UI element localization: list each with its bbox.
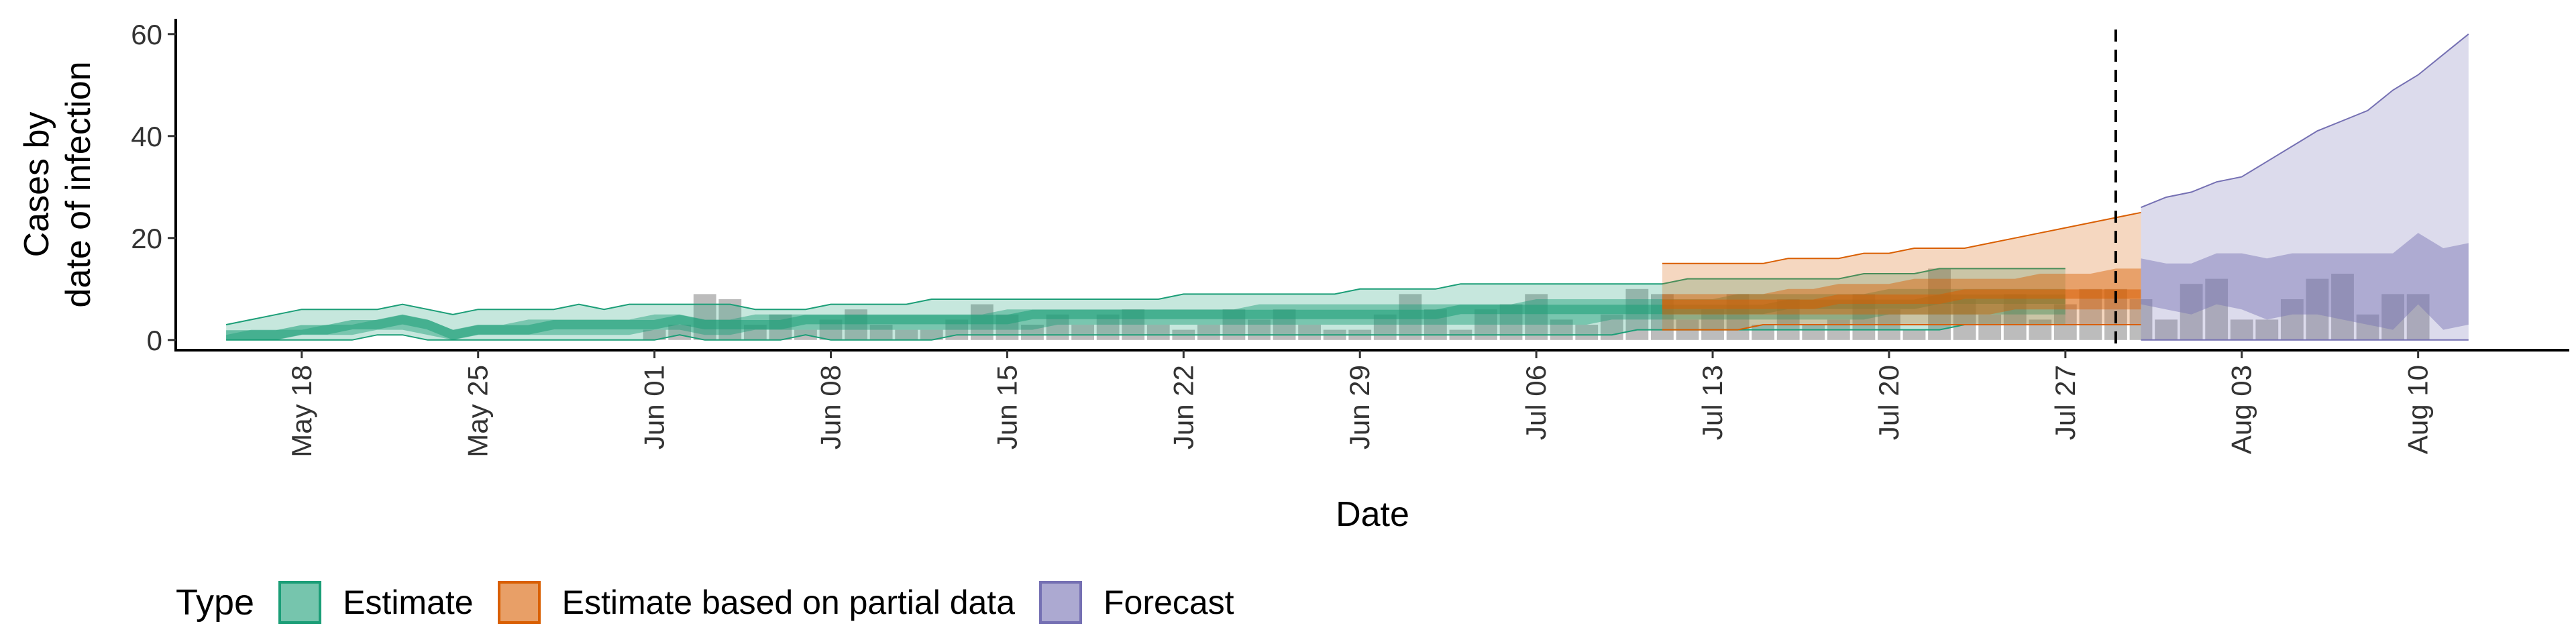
observed-case-bar: [1701, 309, 1724, 340]
observed-case-bar: [1071, 325, 1094, 340]
estimate-median-line: [226, 294, 2065, 340]
x-tick-label: Jun 01: [639, 365, 670, 449]
observed-case-bar: [1575, 325, 1599, 340]
x-tick-label: Jul 27: [2049, 365, 2081, 440]
x-tick-label: Aug 03: [2226, 365, 2257, 454]
legend: Type Estimate Estimate based on partial …: [176, 574, 1258, 631]
y-tick-label: 20: [131, 223, 162, 254]
partial-estimate-upper-line: [1662, 211, 2141, 264]
observed-case-bar: [2280, 299, 2304, 340]
observed-case-bar: [895, 329, 918, 340]
observed-case-bar: [2129, 299, 2153, 340]
observed-case-bar: [1021, 325, 1044, 340]
observed-case-bar: [920, 329, 943, 340]
observed-case-bar: [1525, 294, 1548, 340]
x-axis-title: Date: [1336, 495, 1409, 534]
forecast-band-50: [2141, 233, 2469, 330]
x-tick-label: Jun 08: [815, 365, 847, 449]
observed-case-bar: [2155, 319, 2178, 340]
estimate-lower-line: [226, 324, 2065, 341]
legend-label-forecast: Forecast: [1104, 584, 1234, 621]
x-tick-label: Aug 10: [2402, 365, 2434, 454]
legend-label-partial: Estimate based on partial data: [561, 584, 1016, 621]
observed-case-bar: [1802, 325, 1825, 340]
estimate-upper-line: [225, 268, 2065, 325]
observed-case-bar: [1752, 325, 1775, 340]
observed-case-bar: [2180, 284, 2203, 340]
legend-key-partial: [497, 581, 541, 624]
observed-case-bar: [1248, 319, 1271, 340]
observed-case-bar: [2331, 274, 2354, 340]
legend-key-forecast: [1039, 581, 1083, 624]
observed-case-bar: [2406, 294, 2430, 340]
observed-case-bar: [2053, 304, 2077, 340]
legend-title: Type: [176, 582, 255, 623]
x-tick-label: Jul 06: [1520, 365, 1552, 440]
legend-label-estimate: Estimate: [343, 584, 474, 621]
x-tick-label: Jul 20: [1873, 365, 1904, 440]
y-axis-title-line-1: Cases by: [17, 112, 56, 258]
observed-case-bar: [1298, 325, 1322, 340]
x-tick-label: Jun 29: [1344, 365, 1375, 449]
observed-case-bar: [1550, 319, 1573, 340]
legend-item-estimate: Estimate: [278, 581, 474, 624]
legend-key-estimate: [278, 581, 322, 624]
observed-case-bar: [2029, 319, 2052, 340]
y-axis-title-line-2: date of infection: [59, 61, 98, 307]
observed-case-bar: [643, 329, 666, 340]
legend-item-partial: Estimate based on partial data: [497, 581, 1016, 624]
x-tick-label: Jun 15: [991, 365, 1022, 449]
observed-case-bar: [1902, 329, 1926, 340]
x-tick-label: May 25: [462, 365, 494, 458]
observed-case-bar: [2205, 278, 2229, 340]
observed-case-bar: [869, 325, 893, 340]
observed-case-bar: [2356, 314, 2379, 340]
x-tick-label: Jul 13: [1697, 365, 1728, 440]
axes: 0 20 40 60 May 18 May 25 Jun 01 Jun 08 Jun 15 Jun…: [131, 19, 2569, 458]
observed-case-bar: [693, 294, 716, 340]
forecast-band-90: [2141, 34, 2469, 340]
legend-item-forecast: Forecast: [1039, 581, 1234, 624]
estimate-bands: [225, 34, 2469, 341]
x-tick-label: May 18: [286, 365, 317, 458]
observed-case-bar: [1146, 325, 1170, 340]
observed-case-bar: [2306, 278, 2329, 340]
x-tick-label: Jun 22: [1167, 365, 1199, 449]
observed-case-bar: [1978, 314, 2002, 340]
observed-case-bar: [1953, 299, 1976, 340]
observed-case-bar: [845, 309, 867, 340]
partial-estimate-median-line: [1662, 289, 2141, 309]
observed-case-bar: [2255, 319, 2279, 340]
partial-estimate-lower-line: [1662, 324, 2141, 331]
observed-case-bar: [2381, 294, 2404, 340]
y-tick-label: 40: [131, 121, 162, 152]
observed-case-bar: [2230, 319, 2253, 340]
y-tick-label: 60: [131, 19, 162, 50]
observed-case-bar: [1197, 325, 1220, 340]
observed-case-bar: [1600, 314, 1623, 340]
forecast-upper-line: [2141, 34, 2469, 209]
y-tick-label: 0: [147, 325, 162, 356]
